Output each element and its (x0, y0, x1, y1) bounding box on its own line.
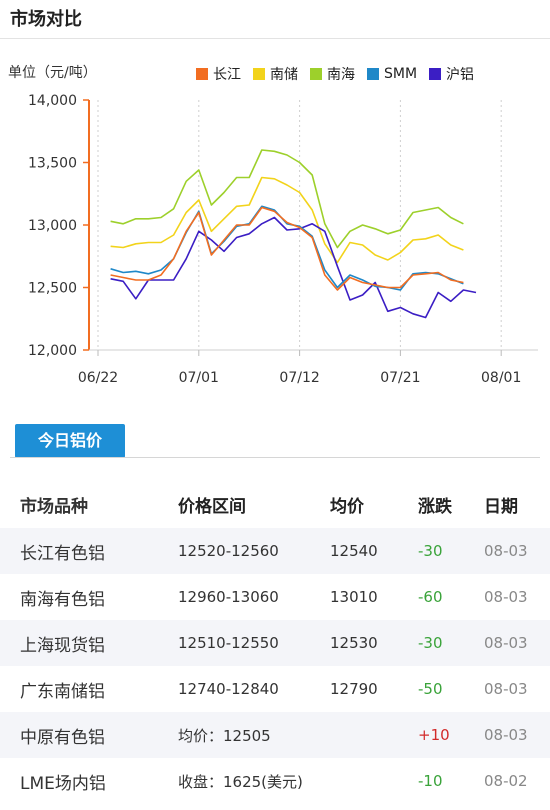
range-cell: 12520-12560 (178, 542, 279, 560)
date-cell: 08-03 (484, 680, 528, 698)
header-market: 市场品种 (20, 496, 88, 517)
table-row: 广东南储铝 12740-12840 12790 -50 08-03 (0, 666, 550, 712)
range-cell: 12740-12840 (178, 680, 279, 698)
market-cell: 南海有色铝 (20, 589, 105, 610)
change-cell: -30 (418, 542, 443, 560)
header-range: 价格区间 (178, 496, 246, 517)
unit-label: 单位（元/吨） (8, 65, 97, 81)
market-cell: 长江有色铝 (20, 543, 105, 564)
table-row: LME场内铝 收盘：1625(美元) -10 08-02 (0, 758, 550, 804)
range-cell: 12960-13060 (178, 588, 279, 606)
legend-item-hulv[interactable]: 沪铝 (429, 64, 474, 84)
header-bar: 市场对比 (0, 0, 550, 39)
date-cell: 08-02 (484, 772, 528, 790)
x-tick-label: 06/22 (78, 370, 118, 386)
tab-today-price[interactable]: 今日铝价 (15, 424, 125, 458)
range-cell: 均价：12505 (178, 726, 271, 745)
market-cell: 中原有色铝 (20, 727, 105, 748)
x-tick-label: 07/01 (179, 370, 219, 386)
legend-label: 沪铝 (446, 67, 475, 83)
y-tick-label: 12,000 (28, 343, 77, 359)
market-cell: 广东南储铝 (20, 681, 105, 702)
legend-swatch (253, 68, 265, 80)
legend-label: 南储 (270, 67, 298, 83)
x-tick-label: 07/12 (279, 370, 319, 386)
change-cell: +10 (418, 726, 450, 744)
section-divider (10, 457, 540, 458)
avg-cell: 12790 (330, 680, 378, 698)
chart-legend: 长江 南储 南海 SMM 沪铝 (196, 64, 474, 84)
section-title: 市场对比 (10, 9, 82, 30)
change-cell: -60 (418, 588, 443, 606)
y-tick-label: 13,500 (28, 156, 77, 172)
table-row: 长江有色铝 12520-12560 12540 -30 08-03 (0, 528, 550, 574)
table-header-row: 市场品种 价格区间 均价 涨跌 日期 (0, 480, 550, 528)
avg-cell: 12540 (330, 542, 378, 560)
range-cell: 12510-12550 (178, 634, 279, 652)
market-cell: LME场内铝 (20, 773, 106, 794)
table-row: 南海有色铝 12960-13060 13010 -60 08-03 (0, 574, 550, 620)
legend-swatch (367, 68, 379, 80)
avg-cell: 13010 (330, 588, 378, 606)
date-cell: 08-03 (484, 634, 528, 652)
series-line-0 (110, 206, 464, 291)
legend-label: 南海 (327, 67, 355, 83)
series-line-4 (110, 216, 477, 319)
x-tick-label: 07/21 (380, 370, 420, 386)
legend-swatch (429, 68, 442, 80)
y-tick-label: 13,000 (28, 218, 77, 234)
change-cell: -10 (418, 772, 443, 790)
legend-item-smm[interactable]: SMM (367, 64, 417, 84)
legend-swatch (196, 68, 208, 80)
header-change: 涨跌 (418, 496, 452, 517)
legend-item-nanchu[interactable]: 南储 (253, 64, 298, 84)
date-cell: 08-03 (484, 588, 528, 606)
change-cell: -50 (418, 680, 443, 698)
header-date: 日期 (484, 496, 518, 517)
date-cell: 08-03 (484, 542, 528, 560)
date-cell: 08-03 (484, 726, 528, 744)
series-line-3 (110, 205, 464, 291)
table-body: 长江有色铝 12520-12560 12540 -30 08-03 南海有色铝 12960-… (0, 528, 550, 804)
avg-cell: 12530 (330, 634, 378, 652)
market-cell: 上海现货铝 (20, 635, 105, 656)
table-row: 中原有色铝 均价：12505 +10 08-03 (0, 712, 550, 758)
legend-label: 长江 (213, 67, 241, 83)
change-cell: -30 (418, 634, 443, 652)
range-cell: 收盘：1625(美元) (178, 772, 303, 791)
legend-item-changjiang[interactable]: 长江 (196, 64, 241, 84)
price-table: 市场品种 价格区间 均价 涨跌 日期 长江有色铝 12520-12560 12540… (0, 480, 550, 804)
series-line-2 (110, 149, 464, 249)
series-line-1 (110, 176, 464, 264)
x-tick-label: 08/01 (481, 370, 521, 386)
legend-swatch (310, 68, 322, 80)
table-row: 上海现货铝 12510-12550 12530 -30 08-03 (0, 620, 550, 666)
y-tick-label: 12,500 (28, 281, 77, 297)
legend-item-nanhai[interactable]: 南海 (310, 64, 355, 84)
y-tick-label: 14,000 (28, 93, 77, 109)
header-avg: 均价 (330, 496, 364, 517)
legend-label: SMM (384, 66, 418, 82)
